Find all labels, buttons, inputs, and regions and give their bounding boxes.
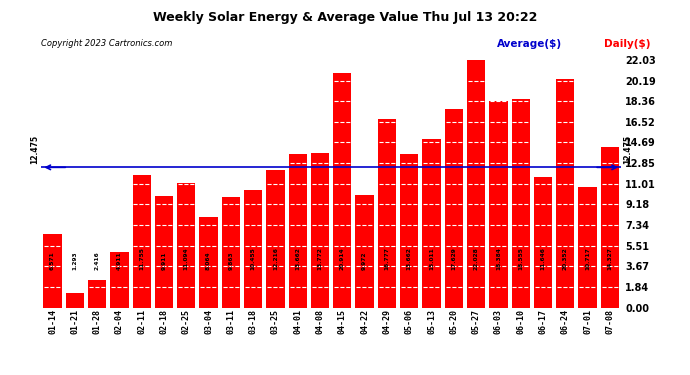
Text: Daily($): Daily($): [604, 39, 650, 50]
Bar: [155, 196, 173, 308]
Text: 17.629: 17.629: [451, 248, 456, 270]
Text: 9.911: 9.911: [161, 252, 166, 270]
Bar: [422, 139, 441, 308]
Text: 18.384: 18.384: [496, 248, 501, 270]
Text: 11.646: 11.646: [540, 248, 546, 270]
Text: 2.416: 2.416: [95, 252, 99, 270]
Bar: [221, 197, 240, 308]
Text: 13.662: 13.662: [406, 248, 412, 270]
Text: 12.216: 12.216: [273, 248, 278, 270]
Text: Weekly Solar Energy & Average Value Thu Jul 13 20:22: Weekly Solar Energy & Average Value Thu …: [152, 11, 538, 24]
Text: 6.571: 6.571: [50, 252, 55, 270]
Text: 1.293: 1.293: [72, 252, 77, 270]
Bar: [601, 147, 619, 308]
Bar: [66, 293, 84, 308]
Bar: [400, 154, 418, 308]
Text: 9.972: 9.972: [362, 252, 367, 270]
Text: 12.475: 12.475: [623, 135, 632, 164]
Text: 14.327: 14.327: [607, 248, 612, 270]
Text: 11.755: 11.755: [139, 248, 144, 270]
Text: 20.914: 20.914: [340, 248, 345, 270]
Text: 22.028: 22.028: [473, 248, 479, 270]
Bar: [110, 252, 128, 308]
Text: 15.011: 15.011: [429, 248, 434, 270]
Text: 20.352: 20.352: [563, 248, 568, 270]
Text: 10.455: 10.455: [250, 248, 256, 270]
Bar: [266, 170, 284, 308]
Text: 18.555: 18.555: [518, 248, 523, 270]
Bar: [311, 153, 329, 308]
Text: 4.911: 4.911: [117, 252, 122, 270]
Text: 12.475: 12.475: [30, 135, 39, 164]
Bar: [489, 101, 508, 308]
Bar: [199, 217, 218, 308]
Text: 9.863: 9.863: [228, 252, 233, 270]
Text: 13.662: 13.662: [295, 248, 300, 270]
Text: 11.094: 11.094: [184, 248, 189, 270]
Bar: [444, 110, 463, 308]
Text: 13.772: 13.772: [317, 248, 322, 270]
Bar: [467, 60, 485, 308]
Text: Average($): Average($): [497, 39, 562, 50]
Bar: [333, 72, 351, 308]
Bar: [578, 187, 597, 308]
Bar: [355, 195, 374, 308]
Bar: [288, 154, 307, 308]
Bar: [378, 119, 396, 308]
Bar: [556, 79, 574, 308]
Text: 16.777: 16.777: [384, 248, 389, 270]
Bar: [177, 183, 195, 308]
Text: 8.064: 8.064: [206, 252, 211, 270]
Bar: [244, 190, 262, 308]
Bar: [132, 176, 151, 308]
Bar: [534, 177, 552, 308]
Text: Copyright 2023 Cartronics.com: Copyright 2023 Cartronics.com: [41, 39, 172, 48]
Bar: [88, 280, 106, 308]
Text: 10.717: 10.717: [585, 248, 590, 270]
Bar: [43, 234, 61, 308]
Bar: [511, 99, 530, 308]
